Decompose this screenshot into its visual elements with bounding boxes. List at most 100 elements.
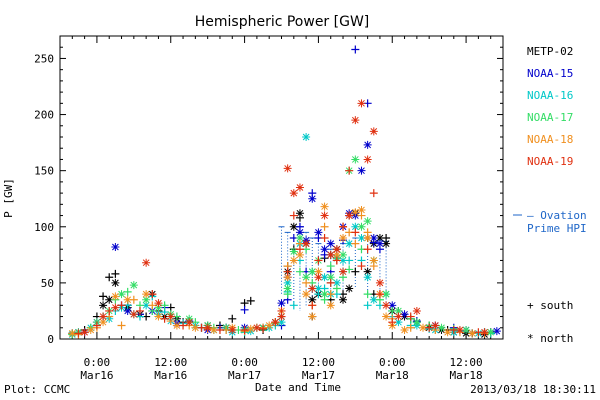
south-point — [314, 256, 323, 265]
south-point — [228, 314, 237, 323]
north-point — [295, 250, 304, 259]
north-point — [123, 295, 132, 304]
north-point — [320, 273, 329, 282]
north-point — [326, 239, 335, 248]
x-tick-time: 12:00 — [302, 356, 335, 369]
north-point — [289, 222, 298, 231]
north-point — [295, 209, 304, 218]
north-point — [363, 267, 372, 276]
north-point — [320, 202, 329, 211]
north-point — [332, 245, 341, 254]
y-tick-label: 150 — [34, 165, 54, 178]
north-point — [289, 189, 298, 198]
x-tick-date: Mar16 — [80, 369, 113, 382]
legend: METP-02 NOAA-15 NOAA-16 NOAA-17 NOAA-18 NOAA-… — [527, 45, 573, 168]
legend-south: + south — [527, 299, 573, 312]
x-tick-date: Mar18 — [376, 369, 409, 382]
north-point — [443, 328, 452, 337]
north-point — [99, 318, 108, 327]
north-point — [246, 324, 255, 333]
south-point — [357, 262, 366, 271]
north-point — [455, 326, 464, 335]
north-point — [382, 301, 391, 310]
north-point — [382, 312, 391, 321]
south-point — [215, 326, 224, 335]
north-point — [351, 208, 360, 217]
north-point — [172, 321, 181, 330]
north-point — [283, 284, 292, 293]
y-tick-label: 50 — [41, 277, 54, 290]
north-point — [271, 318, 280, 327]
north-point — [357, 222, 366, 231]
north-point — [185, 318, 194, 327]
north-point — [105, 295, 114, 304]
x-tick-date: Mar16 — [154, 369, 187, 382]
north-point — [345, 284, 354, 293]
north-point — [468, 329, 477, 338]
north-point — [326, 273, 335, 282]
north-point — [154, 299, 163, 308]
south-point — [375, 290, 384, 299]
south-point — [345, 265, 354, 274]
north-point — [308, 267, 317, 276]
x-tick-time: 12:00 — [154, 356, 187, 369]
north-point — [154, 312, 163, 321]
north-point — [400, 310, 409, 319]
north-point — [339, 234, 348, 242]
legend-item: NOAA-19 — [527, 155, 573, 168]
south-point — [179, 321, 188, 330]
north-point — [111, 278, 120, 287]
legend-ovation-line1: — Ovation — [527, 209, 587, 222]
north-point — [289, 247, 298, 256]
north-point — [99, 301, 108, 310]
north-point — [326, 301, 335, 310]
north-point — [283, 273, 292, 282]
south-point — [74, 329, 83, 338]
north-point — [166, 312, 175, 321]
north-point — [320, 290, 329, 299]
north-point — [314, 273, 323, 282]
x-tick-date: Mar18 — [450, 369, 483, 382]
north-point — [363, 140, 372, 149]
south-point — [246, 296, 255, 305]
north-point — [412, 306, 421, 315]
legend-item: NOAA-15 — [527, 67, 573, 80]
north-point — [308, 194, 317, 203]
north-point — [142, 258, 151, 267]
north-point — [363, 217, 372, 226]
south-point — [295, 245, 304, 254]
north-point — [375, 278, 384, 287]
north-point — [357, 166, 366, 175]
legend-item: NOAA-17 — [527, 111, 573, 124]
south-point — [259, 324, 268, 333]
north-point — [302, 133, 311, 141]
south-point — [332, 256, 341, 265]
north-point — [295, 234, 304, 242]
north-point — [400, 326, 409, 335]
south-point — [117, 321, 126, 330]
north-point — [332, 278, 341, 287]
south-point — [363, 245, 372, 254]
x-tick-date: Mar17 — [302, 369, 335, 382]
south-point — [160, 301, 169, 310]
y-tick-label: 0 — [47, 333, 54, 346]
x-tick-time: 0:00 — [231, 356, 258, 369]
legend-north: * north — [527, 332, 573, 345]
south-point — [339, 222, 348, 231]
x-tick-date: Mar17 — [228, 369, 261, 382]
north-point — [369, 256, 378, 265]
north-point — [332, 250, 341, 259]
north-point — [369, 127, 378, 136]
north-point — [142, 295, 151, 304]
north-point — [111, 242, 120, 251]
legend-ovation-line2: Prime HPI — [527, 222, 587, 235]
north-point — [86, 326, 95, 335]
north-point — [302, 290, 311, 299]
north-point — [437, 323, 446, 332]
north-point — [308, 312, 317, 321]
chart-title: Hemispheric Power [GW] — [195, 14, 370, 30]
south-point — [111, 269, 120, 278]
south-point — [148, 290, 157, 299]
north-point — [117, 290, 126, 299]
north-point — [295, 228, 304, 237]
